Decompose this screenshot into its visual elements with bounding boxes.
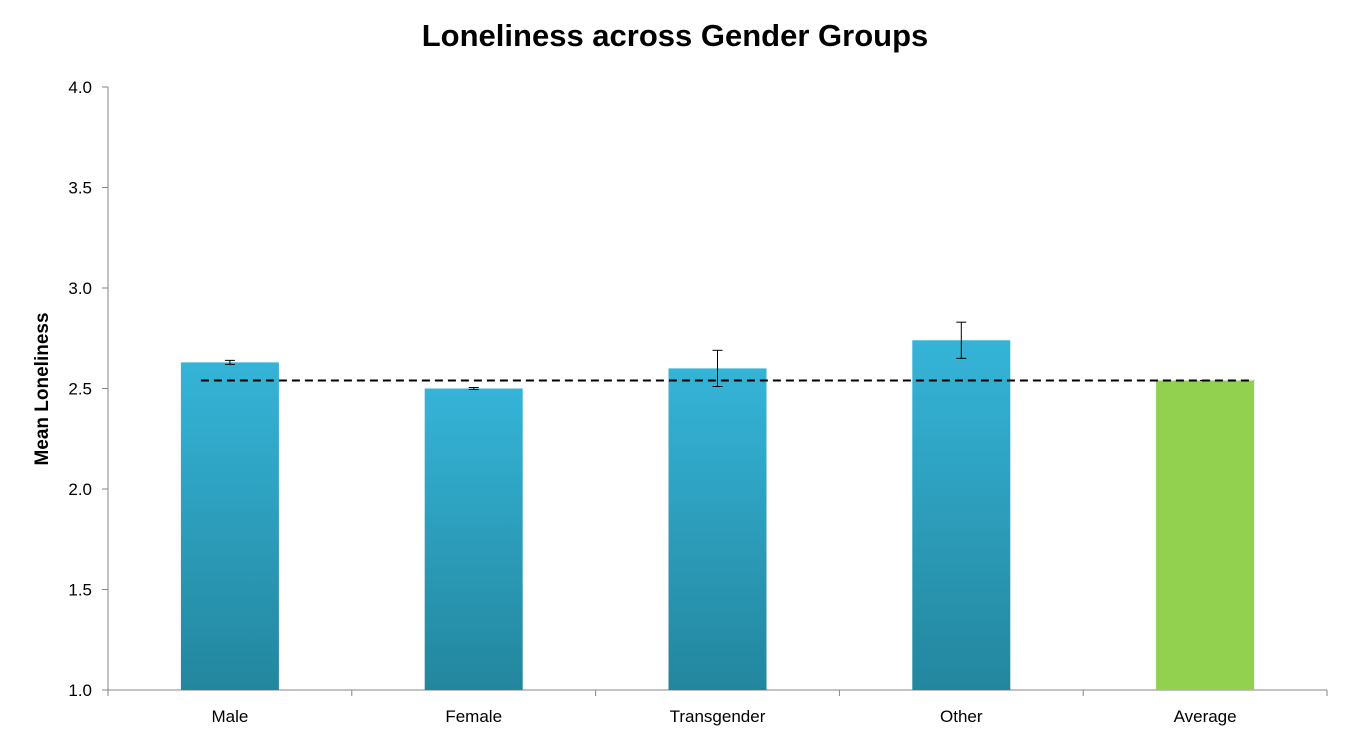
bar-other bbox=[912, 340, 1011, 690]
x-tick-label: Transgender bbox=[670, 707, 766, 726]
y-tick-label: 4.0 bbox=[68, 78, 92, 97]
bar-female bbox=[424, 388, 523, 690]
x-tick-label: Average bbox=[1174, 707, 1237, 726]
y-tick-label: 1.0 bbox=[68, 681, 92, 700]
y-tick-label: 1.5 bbox=[68, 581, 92, 600]
y-tick-label: 2.5 bbox=[68, 380, 92, 399]
bar-transgender bbox=[668, 368, 767, 690]
bar-male bbox=[180, 362, 279, 690]
x-tick-label: Other bbox=[940, 707, 983, 726]
x-tick-label: Female bbox=[445, 707, 502, 726]
x-tick-label: Male bbox=[211, 707, 248, 726]
y-tick-label: 2.0 bbox=[68, 480, 92, 499]
y-tick-label: 3.5 bbox=[68, 179, 92, 198]
bar-average bbox=[1156, 380, 1255, 690]
y-tick-label: 3.0 bbox=[68, 279, 92, 298]
chart-title: Loneliness across Gender Groups bbox=[421, 18, 929, 53]
